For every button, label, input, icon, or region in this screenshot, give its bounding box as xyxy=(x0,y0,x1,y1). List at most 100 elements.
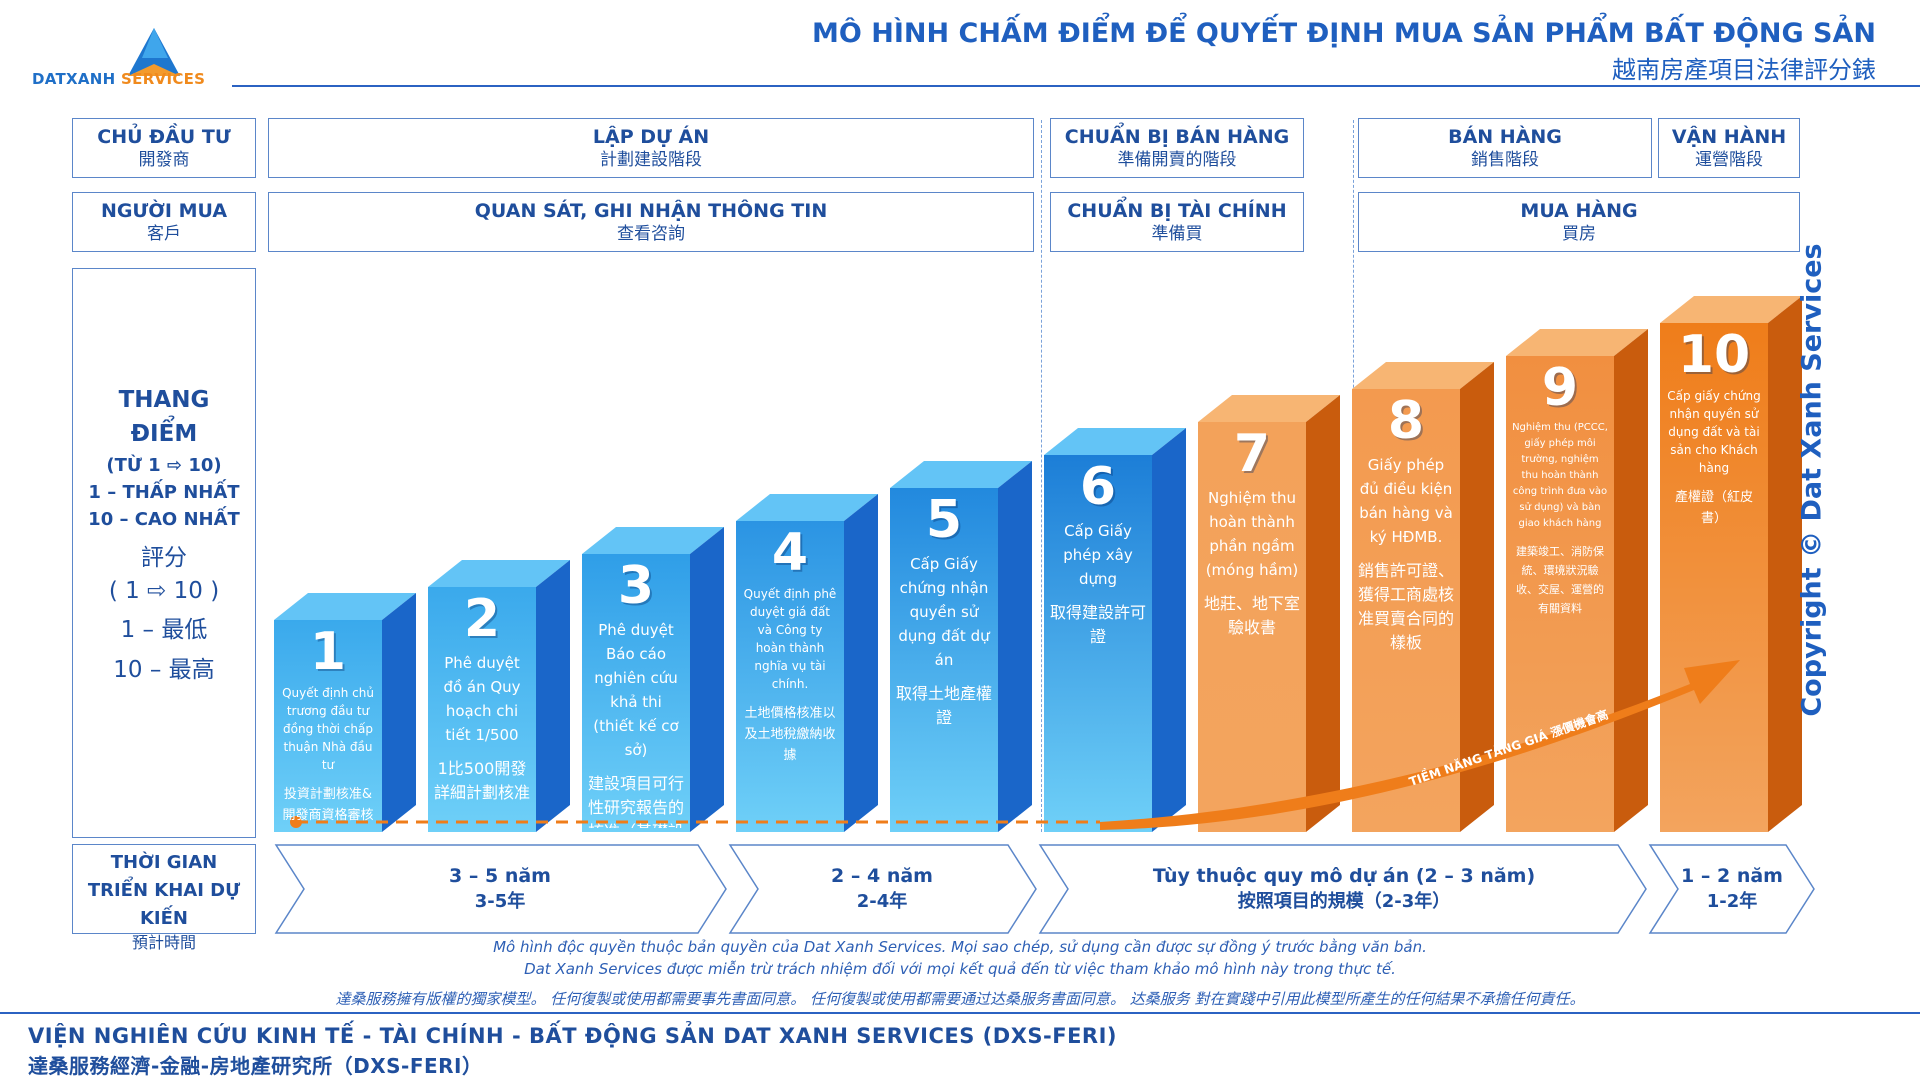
phase-box-operation: VẬN HÀNH 運營階段 xyxy=(1658,118,1800,178)
disclaimer-vi-2: Dat Xanh Services được miễn trừ trách nh… xyxy=(524,960,1396,978)
step-number: 2 xyxy=(463,591,501,649)
column-text-5: 5 Cấp Giấy chứng nhận quyền sử dụng đất d… xyxy=(892,492,996,828)
column-front-face xyxy=(1044,455,1152,832)
column-text-9: 9 Nghiệm thu (PCCC, giấy phép môi trường,… xyxy=(1508,360,1612,828)
step-number: 6 xyxy=(1079,459,1117,517)
step-desc-vi: Giấy phép đủ điều kiện bán hàng và ký HĐ… xyxy=(1359,456,1453,546)
step-number: 5 xyxy=(925,492,963,550)
step-desc-zh: 建設項目可行性研究報告的核准（基礎設計核准） xyxy=(588,774,685,828)
phase-separator xyxy=(1041,120,1042,832)
step-desc-vi: Cấp giấy chứng nhận quyền sử dụng đất và… xyxy=(1667,389,1761,475)
column-side-face xyxy=(382,593,416,832)
step-desc-zh: 土地價格核准以及土地稅繳納收據 xyxy=(744,706,836,763)
column-6 xyxy=(1044,428,1186,832)
step-desc-zh: 取得建設許可證 xyxy=(1050,603,1147,646)
column-top-face xyxy=(1506,329,1648,356)
column-top-face xyxy=(582,527,724,554)
column-text-1: 1 Quyết định chủ trương đầu tư đồng thời … xyxy=(276,624,380,828)
timeline-chevron-2 xyxy=(728,844,1037,934)
timeline-seg-4: 1 – 2 năm 1-2年 xyxy=(1681,865,1783,912)
column-5 xyxy=(890,461,1032,832)
column-front-face xyxy=(736,521,844,832)
timeline-chevron-1 xyxy=(274,844,727,934)
footer-institute-vi: VIỆN NGHIÊN CỨU KINH TẾ - TÀI CHÍNH - BẤ… xyxy=(28,1024,1118,1048)
timeline-seg-3: Tùy thuộc quy mô dự án (2 – 3 năm) 按照項目的規… xyxy=(1152,865,1536,912)
timeline-chevron-4 xyxy=(1648,844,1815,934)
step-number: 4 xyxy=(771,525,809,583)
column-top-face xyxy=(1660,296,1802,323)
trend-start-dot xyxy=(290,816,302,828)
disclaimer-zh: 達桑服務擁有版權的獨家模型。 任何復製或使用都需要事先書面同意。 任何復製或使用… xyxy=(335,990,1585,1008)
company-logo xyxy=(128,28,180,76)
step-number: 9 xyxy=(1541,360,1579,418)
column-text-4: 4 Quyết định phê duyệt giá đất và Công ty… xyxy=(738,525,842,828)
phase-box-purchase: MUA HÀNG 買房 xyxy=(1358,192,1800,252)
page-title: MÔ HÌNH CHẤM ĐIỂM ĐỂ QUYẾT ĐỊNH MUA SẢN … xyxy=(812,18,1876,49)
step-desc-vi: Quyết định chủ trương đầu tư đồng thời c… xyxy=(282,686,374,772)
column-side-face xyxy=(1306,395,1340,832)
column-4 xyxy=(736,494,878,832)
step-desc-vi: Quyết định phê duyệt giá đất và Công ty … xyxy=(743,587,837,691)
step-number: 1 xyxy=(309,624,347,682)
step-desc-vi: Phê duyệt Báo cáo nghiên cứu khả thi (th… xyxy=(593,621,679,759)
column-front-face xyxy=(1198,422,1306,832)
column-top-face xyxy=(736,494,878,521)
column-top-face xyxy=(1044,428,1186,455)
column-top-face xyxy=(274,593,416,620)
step-number: 8 xyxy=(1387,393,1425,451)
step-desc-vi: Cấp Giấy chứng nhận quyền sử dụng đất dự… xyxy=(898,555,990,669)
phase-box-pre-sale: CHUẨN BỊ BÁN HÀNG 準備開賣的階段 xyxy=(1050,118,1304,178)
timeline-label-box: THỜI GIAN TRIỂN KHAI DỰ KIẾN 預計時間 xyxy=(72,844,256,952)
step-number: 10 xyxy=(1677,327,1751,385)
row-label-developer: CHỦ ĐẦU TƯ 開發商 xyxy=(72,118,256,178)
step-desc-vi: Phê duyệt đồ án Quy hoạch chi tiết 1/500 xyxy=(443,654,521,744)
phase-box-project-planning: LẬP DỰ ÁN 計劃建設階段 xyxy=(268,118,1034,178)
phase-box-finance-prep: CHUẨN BỊ TÀI CHÍNH 準備買 xyxy=(1050,192,1304,252)
timeline-chevron-3 xyxy=(1038,844,1647,934)
column-side-face xyxy=(844,494,878,832)
score-label: THANG xyxy=(118,387,210,413)
column-top-face xyxy=(428,560,570,587)
column-front-face xyxy=(1352,389,1460,832)
page-subtitle: 越南房產項目法律評分錶 xyxy=(1612,56,1876,84)
column-front-face xyxy=(582,554,690,832)
step-desc-vi: Nghiệm thu hoàn thành phần ngầm (móng hầ… xyxy=(1205,489,1299,579)
column-front-face xyxy=(428,587,536,832)
column-text-10: 10 Cấp giấy chứng nhận quyền sử dụng đất … xyxy=(1662,327,1766,828)
column-front-face xyxy=(890,488,998,832)
column-10 xyxy=(1660,296,1802,832)
column-top-face xyxy=(890,461,1032,488)
column-7 xyxy=(1198,395,1340,832)
timeline-seg-2: 2 – 4 năm 2-4年 xyxy=(831,865,933,912)
column-side-face xyxy=(1152,428,1186,832)
step-desc-zh: 投資計劃核准&開發商資格審核 xyxy=(282,787,374,823)
score-scale-panel: THANG ĐIỂM (TỪ 1 ⇨ 10) 1 – THẤP NHẤT 10 … xyxy=(72,268,256,838)
step-number: 7 xyxy=(1233,426,1271,484)
step-number: 3 xyxy=(617,558,655,616)
step-desc-zh: 取得土地產權證 xyxy=(896,684,993,727)
column-side-face xyxy=(1460,362,1494,832)
column-text-6: 6 Cấp Giấy phép xây dựng 取得建設許可證 xyxy=(1046,459,1150,828)
step-desc-zh: 建築竣工、消防保統、環境狀況驗收、交屋、運營的有關資料 xyxy=(1516,545,1604,615)
phase-box-sales: BÁN HÀNG 銷售階段 xyxy=(1358,118,1652,178)
footer-divider xyxy=(0,1012,1920,1014)
column-side-face xyxy=(998,461,1032,832)
header-divider xyxy=(232,85,1920,87)
column-top-face xyxy=(1198,395,1340,422)
timeline-seg-1: 3 – 5 năm 3-5年 xyxy=(449,865,551,912)
step-desc-zh: 地莊、地下室驗收書 xyxy=(1204,594,1301,637)
column-side-face xyxy=(1768,296,1802,832)
column-8 xyxy=(1352,362,1494,832)
column-3 xyxy=(582,527,724,832)
footer-institute-zh: 達桑服務經濟-金融-房地產研究所（DXS-FERI） xyxy=(28,1054,483,1078)
column-text-3: 3 Phê duyệt Báo cáo nghiên cứu khả thi (t… xyxy=(584,558,688,828)
column-text-8: 8 Giấy phép đủ điều kiện bán hàng và ký H… xyxy=(1354,393,1458,828)
phase-box-observe-info: QUAN SÁT, GHI NHẬN THÔNG TIN 查看咨詢 xyxy=(268,192,1034,252)
step-desc-vi: Cấp Giấy phép xây dựng xyxy=(1063,522,1133,588)
step-desc-zh: 產權證（紅皮書） xyxy=(1674,490,1753,526)
disclaimer-vi-1: Mô hình độc quyền thuộc bản quyền của Da… xyxy=(493,938,1427,956)
logo-wordmark: DATXANH SERVICES xyxy=(32,70,206,88)
step-desc-zh: 銷售許可證、獲得工商處核准買賣合同的樣板 xyxy=(1358,561,1455,652)
